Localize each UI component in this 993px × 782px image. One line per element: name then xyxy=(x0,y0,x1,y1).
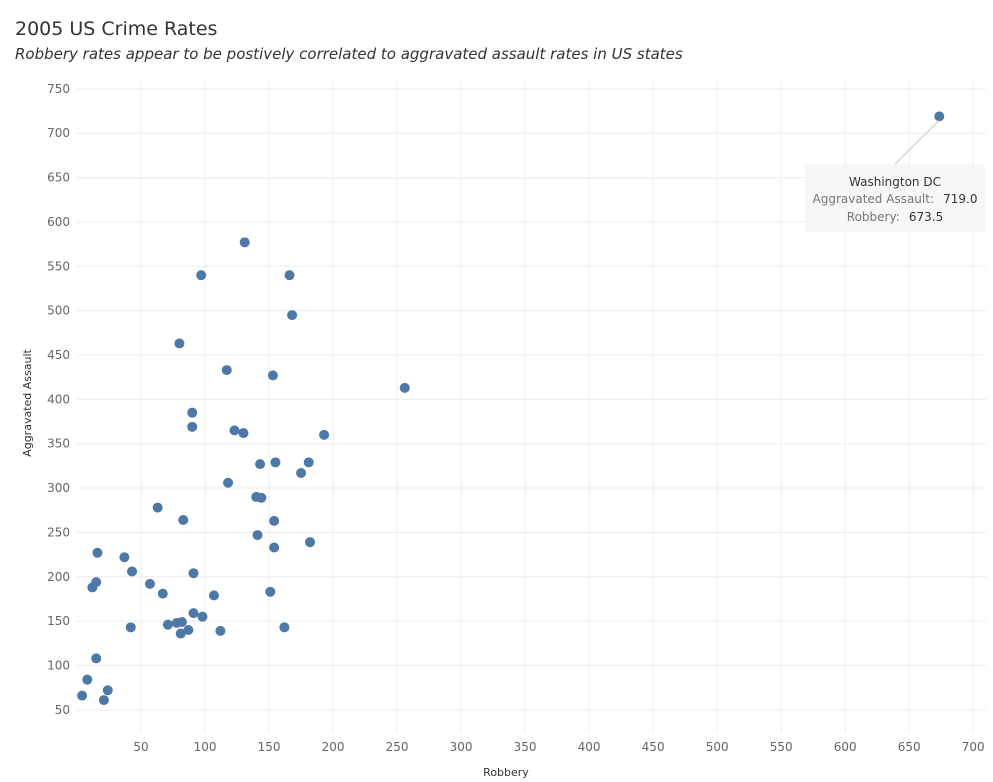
data-point[interactable] xyxy=(183,624,194,635)
data-point[interactable] xyxy=(296,467,307,478)
data-point[interactable] xyxy=(187,407,198,418)
tooltip-box xyxy=(805,164,985,232)
data-point[interactable] xyxy=(208,590,219,601)
data-point[interactable] xyxy=(287,310,298,321)
tooltip-leader-line xyxy=(894,120,940,165)
data-point[interactable] xyxy=(255,459,266,470)
data-point[interactable] xyxy=(215,625,226,636)
data-point[interactable] xyxy=(399,382,410,393)
y-axis-ticks: 50 100 150 200 250 300 350 400 450 500 550 600 650 70… xyxy=(47,82,70,717)
data-point[interactable] xyxy=(267,370,278,381)
data-point[interactable] xyxy=(87,582,98,593)
data-point[interactable] xyxy=(102,685,113,696)
tooltip-value: 719.0 xyxy=(943,192,977,206)
tooltip: Washington DC Aggravated Assault: 719.0 … xyxy=(805,120,985,232)
x-axis-label: Robbery xyxy=(483,766,529,779)
data-point[interactable] xyxy=(127,566,138,577)
y-tick-label: 300 xyxy=(47,481,70,495)
data-point[interactable] xyxy=(144,578,155,589)
data-point[interactable] xyxy=(238,428,249,439)
y-tick-label: 550 xyxy=(47,259,70,273)
data-point[interactable] xyxy=(77,690,88,701)
data-point[interactable] xyxy=(319,429,330,440)
data-point[interactable] xyxy=(305,537,316,548)
data-point[interactable] xyxy=(125,622,136,633)
x-tick-label: 650 xyxy=(898,740,921,754)
data-point[interactable] xyxy=(178,514,189,525)
tooltip-value: 673.5 xyxy=(909,210,943,224)
data-point[interactable] xyxy=(229,425,240,436)
tooltip-row-robbery: Robbery: 673.5 xyxy=(847,206,943,225)
x-tick-label: 350 xyxy=(514,740,537,754)
data-point[interactable] xyxy=(934,111,945,122)
x-tick-label: 200 xyxy=(322,740,345,754)
data-points xyxy=(77,111,945,706)
data-point[interactable] xyxy=(91,653,102,664)
data-point[interactable] xyxy=(175,628,186,639)
y-tick-label: 200 xyxy=(47,570,70,584)
tooltip-key: Aggravated Assault: xyxy=(813,192,934,206)
data-point[interactable] xyxy=(92,547,103,558)
x-tick-label: 50 xyxy=(133,740,148,754)
y-tick-label: 150 xyxy=(47,614,70,628)
data-point[interactable] xyxy=(187,421,198,432)
y-tick-label: 750 xyxy=(47,82,70,96)
data-point[interactable] xyxy=(82,674,93,685)
data-point[interactable] xyxy=(152,502,163,513)
y-axis-label: Aggravated Assault xyxy=(21,349,34,457)
tooltip-key: Robbery: xyxy=(847,210,900,224)
x-tick-label: 300 xyxy=(450,740,473,754)
data-point[interactable] xyxy=(270,457,281,468)
chart-subtitle: Robbery rates appear to be postively cor… xyxy=(15,45,683,63)
x-tick-label: 550 xyxy=(770,740,793,754)
y-tick-label: 650 xyxy=(47,171,70,185)
data-point[interactable] xyxy=(303,457,314,468)
tooltip-title: Washington DC xyxy=(849,175,941,189)
data-point[interactable] xyxy=(265,586,276,597)
data-point[interactable] xyxy=(162,619,173,630)
data-point[interactable] xyxy=(252,530,263,541)
y-tick-label: 450 xyxy=(47,348,70,362)
chart-title: 2005 US Crime Rates xyxy=(15,18,218,40)
x-tick-label: 700 xyxy=(962,740,985,754)
y-tick-label: 700 xyxy=(47,126,70,140)
x-tick-label: 250 xyxy=(386,740,409,754)
y-tick-label: 500 xyxy=(47,304,70,318)
data-point[interactable] xyxy=(256,492,267,503)
data-point[interactable] xyxy=(188,568,199,579)
x-tick-label: 600 xyxy=(834,740,857,754)
x-tick-label: 400 xyxy=(578,740,601,754)
x-tick-label: 150 xyxy=(258,740,281,754)
data-point[interactable] xyxy=(196,270,207,281)
data-point[interactable] xyxy=(269,515,280,526)
y-tick-label: 350 xyxy=(47,437,70,451)
data-point[interactable] xyxy=(197,611,208,622)
y-tick-label: 100 xyxy=(47,658,70,672)
data-point[interactable] xyxy=(284,270,295,281)
x-tick-label: 100 xyxy=(194,740,217,754)
grid xyxy=(77,80,986,732)
x-tick-label: 450 xyxy=(642,740,665,754)
data-point[interactable] xyxy=(174,338,185,349)
tooltip-row-aggravated-assault: Aggravated Assault: 719.0 xyxy=(813,188,978,207)
y-tick-label: 250 xyxy=(47,525,70,539)
data-point[interactable] xyxy=(269,542,280,553)
data-point[interactable] xyxy=(239,237,250,248)
x-tick-label: 500 xyxy=(706,740,729,754)
data-point[interactable] xyxy=(119,552,130,563)
y-tick-label: 50 xyxy=(55,703,70,717)
data-point[interactable] xyxy=(188,608,199,619)
data-point[interactable] xyxy=(98,695,109,706)
data-point[interactable] xyxy=(223,477,234,488)
data-point[interactable] xyxy=(221,365,232,376)
y-tick-label: 400 xyxy=(47,392,70,406)
x-axis-ticks: 50 100 150 200 250 300 350 400 450 500 550 600 650 70… xyxy=(133,740,984,754)
data-point[interactable] xyxy=(176,617,187,628)
data-point[interactable] xyxy=(157,588,168,599)
data-point[interactable] xyxy=(279,622,290,633)
y-tick-label: 600 xyxy=(47,215,70,229)
